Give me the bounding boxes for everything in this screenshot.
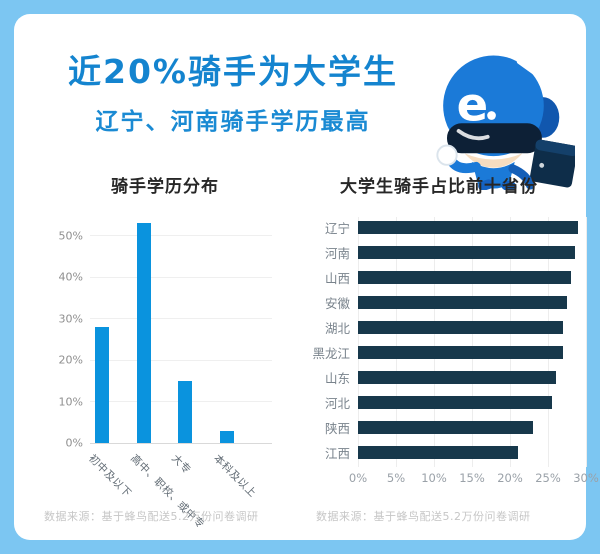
delivery-box — [529, 139, 578, 188]
prov-bar — [358, 221, 579, 234]
bar-zone — [358, 315, 586, 340]
province-label: 安徽 — [324, 296, 350, 311]
edu-bar — [95, 326, 109, 443]
education-plot-area: 0% 10% 20% 30% 40% 50% 初中及以下 高中、职校、或中专 大专 本科及以上 — [59, 215, 272, 531]
province-row: 陕西 — [292, 415, 586, 440]
h-gridline — [90, 276, 272, 278]
y-tick-label: 20% — [58, 353, 83, 367]
bar-zone — [358, 240, 586, 265]
bar-zone — [358, 390, 586, 415]
bar-zone — [358, 265, 586, 290]
province-row: 安徽 — [292, 290, 586, 315]
eleme-robot-mascot-icon: e — [410, 40, 578, 192]
y-tick-label: 30% — [58, 312, 83, 326]
province-row: 湖北 — [292, 315, 586, 340]
x-tick-label: 25% — [535, 471, 561, 485]
education-chart-title: 骑手学历分布 — [111, 177, 219, 197]
v-gridline — [586, 217, 587, 467]
province-label: 湖北 — [324, 321, 350, 336]
bar-zone — [358, 440, 586, 465]
province-row: 辽宁 — [292, 215, 586, 240]
province-label: 黑龙江 — [312, 346, 350, 361]
mascot-glove — [436, 144, 458, 166]
h-gridline — [90, 359, 272, 361]
bar-zone — [358, 415, 586, 440]
province-label: 江西 — [324, 446, 350, 461]
charts-row: 骑手学历分布 0% 10% 20% 30% 40% 50% 初中及以下 高中、职校、或中专 大专… — [14, 162, 599, 531]
province-label: 山西 — [324, 271, 350, 286]
edu-bar — [136, 223, 151, 443]
province-row: 山西 — [292, 265, 586, 290]
v-gridline — [472, 217, 473, 467]
data-source-right: 数据来源：基于蜂鸟配送5.2万份问卷调研 — [316, 510, 531, 523]
h-gridline — [90, 442, 272, 444]
province-row: 江西 — [292, 440, 586, 465]
v-gridline — [510, 217, 511, 467]
province-chart-title: 大学生骑手占比前十省份 — [340, 177, 538, 197]
title-block: 近20%骑手为大学生 辽宁、河南骑手学历最高 — [58, 40, 408, 162]
h-gridline — [90, 318, 272, 320]
category-label: 初中及以下 — [86, 452, 134, 500]
infographic-card: 近20%骑手为大学生 辽宁、河南骑手学历最高 e — [14, 14, 599, 540]
v-gridline — [396, 217, 397, 467]
mascot-visor — [447, 123, 542, 154]
x-tick-label: 15% — [459, 471, 485, 485]
province-label: 陕西 — [324, 421, 350, 436]
v-gridline — [434, 217, 435, 467]
province-label: 辽宁 — [324, 221, 350, 236]
eleme-logo-letter: e — [457, 77, 489, 131]
main-title: 近20%骑手为大学生 — [68, 52, 398, 91]
x-tick-label: 5% — [386, 471, 406, 485]
bar-zone — [358, 365, 586, 390]
x-tick-label: 0% — [348, 471, 368, 485]
h-gridline — [90, 235, 272, 237]
header: 近20%骑手为大学生 辽宁、河南骑手学历最高 e — [14, 14, 586, 192]
prov-bar — [358, 321, 564, 334]
edu-bar — [219, 430, 234, 443]
logo-dot — [487, 111, 496, 120]
province-row: 河北 — [292, 390, 586, 415]
y-tick-label: 10% — [58, 395, 83, 409]
province-label: 山东 — [324, 371, 350, 386]
x-tick-label: 20% — [497, 471, 523, 485]
subtitle: 辽宁、河南骑手学历最高 — [95, 109, 371, 136]
prov-bar — [358, 296, 567, 309]
prov-bar — [358, 371, 556, 384]
province-label: 河北 — [324, 396, 350, 411]
prov-bar — [358, 396, 552, 409]
v-gridline — [548, 217, 549, 467]
x-tick-label: 10% — [421, 471, 447, 485]
prov-bar — [358, 446, 518, 459]
category-label: 本科及以上 — [210, 452, 258, 500]
bar-zone — [358, 215, 586, 240]
prov-bar — [358, 271, 571, 284]
prov-bar — [358, 346, 564, 359]
province-plot-area: 辽宁河南山西安徽湖北黑龙江山东河北陕西江西 0% 5% 10% 15% 20% 25% 30… — [292, 215, 599, 497]
prov-bar — [358, 246, 575, 259]
education-distribution-chart: 骑手学历分布 0% 10% 20% 30% 40% 50% 初中及以下 高中、职校、或中专 大专… — [44, 172, 286, 531]
x-tick-label: 30% — [573, 471, 599, 485]
bar-zone — [358, 290, 586, 315]
y-tick-label: 0% — [65, 436, 83, 450]
province-row: 河南 — [292, 240, 586, 265]
province-row: 黑龙江 — [292, 340, 586, 365]
province-ranking-chart: 大学生骑手占比前十省份 辽宁河南山西安徽湖北黑龙江山东河北陕西江西 0% 5% 10… — [292, 172, 599, 524]
province-label: 河南 — [324, 246, 350, 261]
edu-bar — [178, 380, 192, 443]
province-row: 山东 — [292, 365, 586, 390]
mascot-boot — [501, 180, 517, 192]
category-label: 大专 — [169, 452, 194, 477]
prov-bar — [358, 421, 533, 434]
data-source-left: 数据来源：基于蜂鸟配送5.2万份问卷调研 — [44, 510, 259, 523]
bar-zone — [358, 340, 586, 365]
province-rows: 辽宁河南山西安徽湖北黑龙江山东河北陕西江西 — [292, 215, 586, 465]
v-gridline — [358, 217, 359, 467]
mascot-boot — [478, 179, 494, 191]
y-tick-label: 40% — [58, 270, 83, 284]
y-tick-label: 50% — [58, 229, 83, 243]
